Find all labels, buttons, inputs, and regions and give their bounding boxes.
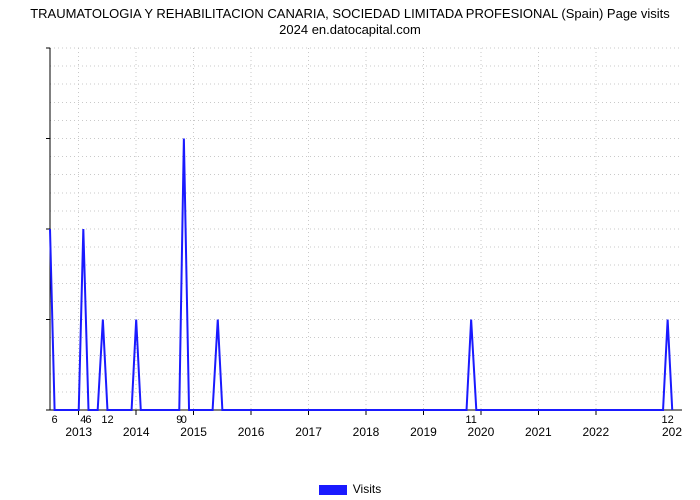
svg-text:2017: 2017 <box>295 425 322 439</box>
svg-text:6: 6 <box>85 414 91 426</box>
svg-text:12: 12 <box>101 414 113 426</box>
svg-text:202: 202 <box>662 425 682 439</box>
svg-text:6: 6 <box>52 414 58 426</box>
svg-text:12: 12 <box>662 414 674 426</box>
svg-text:0: 0 <box>181 414 187 426</box>
svg-text:2019: 2019 <box>410 425 437 439</box>
chart-svg: 0123420132014201520162017201820192020202… <box>46 44 686 444</box>
title-line2: 2024 en.datocapital.com <box>279 22 421 37</box>
legend-swatch <box>319 485 347 495</box>
svg-text:2018: 2018 <box>353 425 380 439</box>
svg-text:2021: 2021 <box>525 425 552 439</box>
legend: Visits <box>0 482 700 496</box>
svg-text:2020: 2020 <box>468 425 495 439</box>
svg-text:2016: 2016 <box>238 425 265 439</box>
chart-title: TRAUMATOLOGIA Y REHABILITACION CANARIA, … <box>0 0 700 39</box>
svg-text:2013: 2013 <box>65 425 92 439</box>
line-chart: 0123420132014201520162017201820192020202… <box>46 44 686 444</box>
legend-label: Visits <box>353 482 381 496</box>
svg-text:2014: 2014 <box>123 425 150 439</box>
title-line1: TRAUMATOLOGIA Y REHABILITACION CANARIA, … <box>30 6 670 21</box>
svg-text:11: 11 <box>465 414 476 426</box>
svg-text:2015: 2015 <box>180 425 207 439</box>
svg-text:2022: 2022 <box>582 425 609 439</box>
